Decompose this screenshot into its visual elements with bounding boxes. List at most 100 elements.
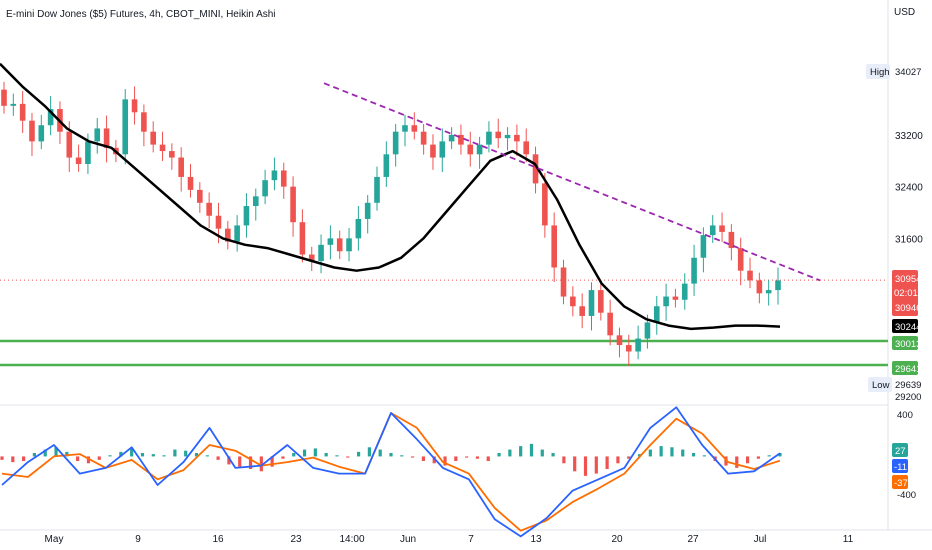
- macd-histogram-bar: [389, 453, 393, 457]
- macd-histogram-bar: [454, 456, 458, 461]
- candle-body: [336, 238, 343, 252]
- candle-body: [178, 157, 184, 177]
- macd-histogram-bar: [648, 449, 652, 457]
- macd-histogram-bar: [411, 456, 415, 458]
- macd-histogram-bar: [194, 453, 199, 457]
- candle-body: [197, 189, 203, 203]
- macd-histogram-bar: [400, 455, 404, 457]
- candle-body: [616, 335, 623, 346]
- macd-histogram-bar: [11, 456, 15, 463]
- trendline: [323, 82, 821, 282]
- macd-histogram-bar: [529, 443, 534, 457]
- macd-histogram-bar: [691, 453, 696, 457]
- candle-body: [588, 290, 595, 316]
- macd-histogram-bar: [335, 455, 339, 457]
- candle-body: [476, 144, 483, 155]
- currency-label: USD: [894, 7, 915, 18]
- candle-body: [542, 183, 548, 226]
- candle-body: [94, 128, 101, 142]
- candle-body: [402, 125, 408, 132]
- macd-histogram-bar: [184, 450, 188, 457]
- time-tick-label: 13: [530, 534, 542, 545]
- macd-histogram-bar: [54, 447, 58, 457]
- macd-histogram-bar: [421, 456, 426, 461]
- macd-histogram-bar: [140, 453, 145, 457]
- svg-text:34027: 34027: [895, 67, 921, 78]
- time-axis[interactable]: May 9 16 23 14:00 Jun 7 13 20 27 Jul 11: [45, 534, 854, 545]
- candle-body: [66, 131, 73, 158]
- last-price-tag: 30954 02:01:42 30946: [892, 270, 931, 316]
- candle-body: [691, 257, 697, 284]
- candle-body: [374, 176, 380, 203]
- candle-body: [709, 225, 716, 236]
- macd-histogram-bar: [670, 447, 674, 457]
- macd-line-tag: -11: [892, 459, 908, 473]
- ma-value-tag: 30244: [892, 319, 921, 333]
- candle-body: [346, 238, 352, 252]
- macd-histogram-bar: [583, 456, 588, 476]
- macd-histogram-bar: [281, 456, 285, 459]
- candle-body: [551, 225, 557, 268]
- high-tag: High 34027: [866, 64, 921, 79]
- macd-axis-bottom: -400: [897, 490, 916, 501]
- svg-text:30946: 30946: [895, 303, 921, 314]
- macd-histogram-bar: [508, 449, 512, 457]
- candle-body: [747, 270, 753, 281]
- candle-body: [131, 99, 138, 113]
- macd-histogram-bar: [302, 449, 307, 457]
- macd-histogram-bar: [735, 456, 739, 468]
- time-tick-label: Jun: [400, 534, 416, 545]
- macd-histogram-bar: [313, 448, 317, 457]
- svg-text:27: 27: [895, 446, 906, 457]
- macd-pane: [0, 406, 782, 538]
- macd-histogram-bar: [605, 456, 609, 469]
- macd-histogram-bar: [702, 455, 706, 457]
- macd-histogram-bar: [346, 456, 350, 458]
- macd-histogram-bar: [259, 456, 263, 472]
- macd-histogram-bar: [627, 456, 631, 459]
- candle-body: [225, 228, 231, 242]
- candle-body: [355, 218, 362, 239]
- time-tick-label: Jul: [754, 534, 767, 545]
- moving-average-layer: [0, 62, 781, 331]
- candle-body: [411, 125, 418, 132]
- svg-text:High: High: [870, 67, 890, 78]
- price-axis[interactable]: 31600 32400 33200: [895, 131, 923, 245]
- candle-body: [560, 267, 567, 297]
- candle-body: [141, 112, 147, 132]
- candle-body: [430, 144, 436, 158]
- candle-body: [252, 196, 259, 207]
- macd-histogram-bar: [562, 456, 566, 464]
- candle-body: [215, 215, 222, 229]
- candle-body: [169, 151, 175, 158]
- time-tick-label: May: [45, 534, 64, 545]
- macd-histogram-bar: [540, 449, 544, 457]
- candle-body: [1, 89, 7, 106]
- macd-histogram-bar: [32, 453, 37, 457]
- candle-body: [280, 170, 287, 187]
- candle-body: [392, 131, 399, 155]
- candle-body: [122, 99, 129, 155]
- macd-histogram-bar: [573, 456, 577, 472]
- macd-histogram-bar: [486, 456, 490, 461]
- macd-histogram-bar: [745, 456, 750, 464]
- macd-histogram-bar: [205, 455, 209, 457]
- macd-histogram-bar: [173, 449, 177, 457]
- trendline-layer: [323, 82, 821, 282]
- candle-body: [150, 131, 157, 145]
- candle-body: [439, 141, 446, 158]
- candle-body: [299, 222, 306, 255]
- candle-body: [159, 144, 166, 152]
- candle-body: [458, 134, 464, 145]
- macd-histogram-bar: [551, 453, 555, 457]
- candle-body: [625, 345, 632, 352]
- macd-signal-line: [1, 412, 781, 532]
- candle-body: [75, 157, 82, 165]
- candle-body: [243, 206, 250, 226]
- macd-histogram-bar: [238, 456, 242, 467]
- candle-body: [29, 120, 35, 142]
- candle-body: [570, 296, 576, 307]
- candle-body: [663, 296, 669, 307]
- candles: [1, 81, 781, 367]
